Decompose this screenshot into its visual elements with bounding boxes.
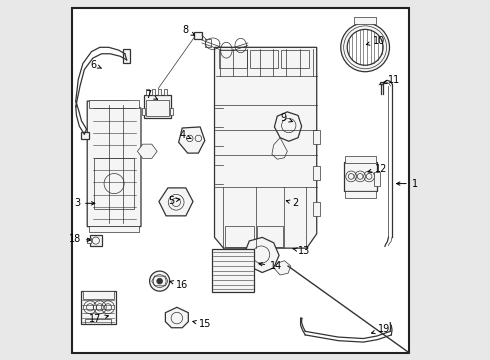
- Bar: [95, 158, 134, 209]
- Text: 13: 13: [293, 246, 310, 256]
- Polygon shape: [274, 261, 291, 275]
- Polygon shape: [215, 47, 317, 248]
- Bar: [313, 130, 319, 144]
- Bar: [343, 162, 377, 192]
- Text: 11: 11: [384, 75, 400, 85]
- Polygon shape: [159, 188, 193, 216]
- Circle shape: [149, 271, 170, 291]
- Text: 14: 14: [259, 261, 282, 271]
- Bar: [257, 226, 283, 247]
- Bar: [83, 291, 115, 299]
- Bar: [194, 32, 202, 39]
- Bar: [354, 17, 376, 24]
- Bar: [164, 89, 167, 95]
- Circle shape: [157, 278, 163, 284]
- Text: 9: 9: [280, 113, 293, 123]
- Bar: [87, 238, 91, 243]
- Bar: [344, 191, 375, 198]
- Bar: [152, 89, 155, 95]
- Text: 18: 18: [69, 234, 91, 244]
- Bar: [171, 108, 173, 115]
- Bar: [158, 89, 161, 95]
- Text: 3: 3: [74, 198, 95, 208]
- Bar: [85, 319, 111, 324]
- Bar: [147, 100, 169, 116]
- Text: 5: 5: [168, 196, 180, 206]
- Text: 7: 7: [146, 90, 157, 100]
- Bar: [380, 82, 383, 84]
- Bar: [90, 235, 101, 246]
- Bar: [219, 50, 247, 68]
- Polygon shape: [179, 127, 205, 153]
- Polygon shape: [137, 144, 157, 158]
- Text: 6: 6: [90, 59, 101, 69]
- Polygon shape: [245, 237, 279, 273]
- Bar: [225, 226, 254, 247]
- Bar: [205, 40, 211, 47]
- Bar: [313, 166, 319, 180]
- Bar: [281, 50, 309, 68]
- Bar: [313, 202, 319, 216]
- Circle shape: [347, 30, 383, 65]
- Text: 19: 19: [371, 324, 391, 334]
- Text: 4: 4: [180, 130, 191, 140]
- Bar: [144, 95, 171, 118]
- Bar: [89, 226, 139, 232]
- Bar: [146, 89, 149, 95]
- Text: 1: 1: [396, 179, 418, 189]
- Text: 12: 12: [368, 163, 387, 174]
- Polygon shape: [87, 101, 141, 226]
- Text: 8: 8: [182, 25, 195, 35]
- Text: 10: 10: [367, 36, 386, 46]
- Text: 15: 15: [193, 319, 212, 329]
- Bar: [250, 50, 278, 68]
- Bar: [142, 108, 145, 115]
- Bar: [89, 100, 139, 108]
- Bar: [374, 172, 380, 186]
- Bar: [123, 49, 129, 63]
- Polygon shape: [272, 138, 287, 159]
- Bar: [81, 132, 89, 139]
- Bar: [344, 156, 375, 163]
- Text: 16: 16: [170, 280, 188, 290]
- Text: 17: 17: [89, 314, 108, 324]
- Text: 2: 2: [286, 198, 298, 208]
- Bar: [212, 249, 254, 292]
- Bar: [81, 291, 116, 324]
- Polygon shape: [274, 112, 302, 141]
- Circle shape: [341, 23, 390, 72]
- Polygon shape: [166, 307, 188, 328]
